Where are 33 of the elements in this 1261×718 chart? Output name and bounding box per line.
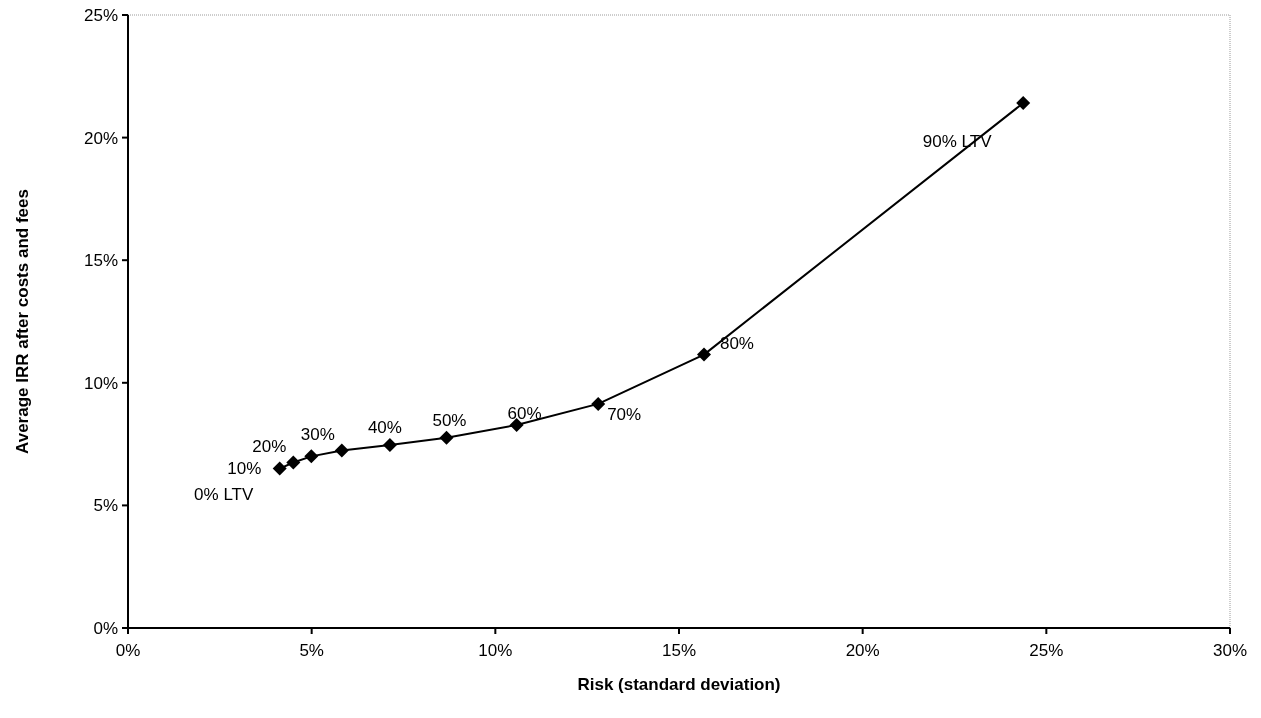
point [334, 443, 349, 458]
x-tick-label: 20% [845, 641, 880, 660]
point [1016, 96, 1031, 111]
annotation: 60% [507, 403, 542, 423]
annotation: 30% [300, 425, 335, 445]
point [591, 396, 606, 411]
point [382, 438, 397, 453]
x-tick-label: 15% [661, 641, 697, 660]
annotation: 50% [432, 410, 467, 430]
point [696, 347, 711, 362]
y-tick-label: 20% [83, 128, 118, 148]
annotation: 0% LTV [194, 484, 254, 504]
y-tick-label: 15% [83, 251, 118, 271]
y-tick-label: 25% [83, 5, 118, 25]
x-tick-label: 25% [1029, 641, 1064, 660]
annotation: 20% [252, 437, 287, 457]
x-tick-label: 0% [115, 641, 141, 660]
y-axis-title: Average IRR after costs and fees [13, 189, 32, 454]
point [286, 455, 301, 470]
x-tick-label: 5% [299, 641, 324, 660]
annotation: 10% [227, 459, 262, 479]
annotation: 80% [719, 333, 754, 353]
x-tick-label: 10% [478, 641, 513, 660]
x-axis-title: Risk (standard deviation) [577, 675, 781, 694]
x-tick-label: 30% [1212, 641, 1248, 660]
y-tick-label: 0% [93, 618, 118, 638]
point [439, 430, 454, 445]
y-tick-label: 10% [83, 373, 118, 393]
point [304, 449, 319, 464]
annotation: 40% [367, 418, 402, 438]
annotation: 70% [607, 404, 642, 424]
point [272, 461, 287, 476]
y-tick-label: 5% [93, 496, 118, 516]
